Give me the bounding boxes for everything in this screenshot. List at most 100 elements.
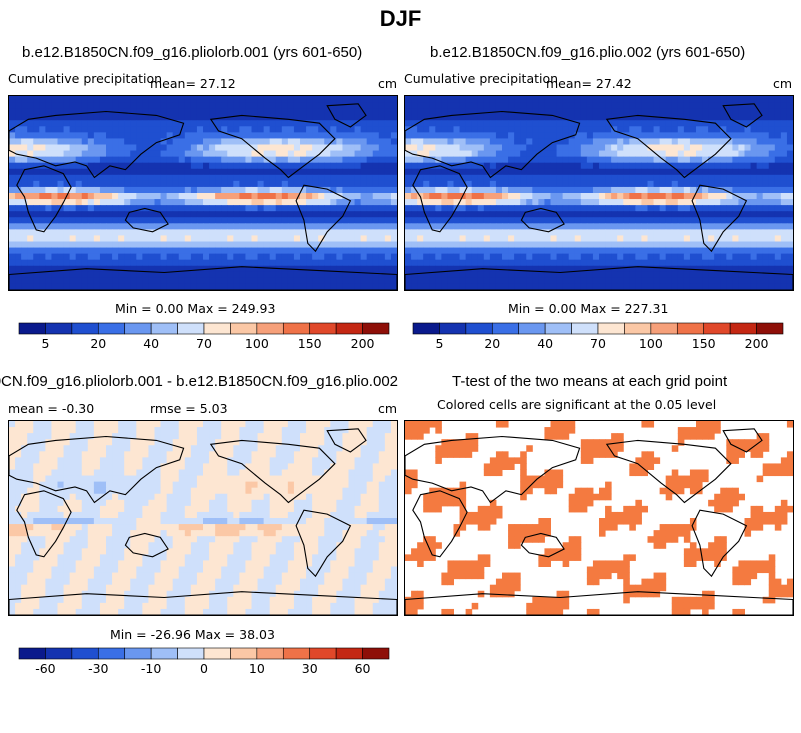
- map-cell: [172, 193, 180, 200]
- map-cell: [172, 475, 180, 483]
- map-cell: [453, 150, 461, 158]
- map-cell: [562, 283, 570, 290]
- map-cell: [354, 102, 362, 109]
- map-cell: [738, 108, 745, 115]
- map-cell: [378, 445, 386, 452]
- map-cell: [532, 108, 539, 115]
- map-cell: [251, 259, 259, 267]
- map-cell: [130, 114, 137, 121]
- map-cell: [184, 463, 192, 470]
- map-cell: [33, 199, 40, 206]
- map-cell: [148, 451, 155, 458]
- map-cell: [112, 102, 119, 109]
- map-cell: [471, 150, 479, 158]
- map-cell: [209, 277, 216, 285]
- map-cell: [190, 162, 198, 170]
- panel1-colorbar-tick: 150: [298, 336, 322, 351]
- map-cell: [221, 223, 228, 230]
- map-cell: [708, 150, 715, 158]
- map-cell: [99, 481, 107, 489]
- map-cell: [390, 463, 397, 470]
- map-cell: [417, 108, 424, 115]
- map-cell: [538, 193, 545, 200]
- map-cell: [306, 421, 313, 428]
- map-cell: [483, 138, 491, 145]
- map-cell: [714, 156, 721, 164]
- map-cell: [172, 180, 180, 188]
- map-cell: [756, 150, 764, 158]
- map-cell: [720, 180, 727, 188]
- map-cell: [245, 168, 252, 176]
- map-cell: [750, 138, 758, 145]
- map-cell: [281, 180, 289, 188]
- map-cell: [196, 469, 204, 477]
- map-cell: [683, 253, 691, 261]
- map-cell: [605, 120, 612, 127]
- map-cell: [514, 150, 521, 158]
- map-cell: [453, 271, 461, 279]
- map-cell: [57, 487, 65, 495]
- map-cell: [623, 186, 630, 194]
- map-cell: [342, 126, 349, 133]
- map-cell: [348, 211, 356, 218]
- map-cell: [629, 211, 636, 218]
- map-cell: [471, 186, 479, 194]
- map-cell: [93, 102, 101, 109]
- map-cell: [209, 241, 216, 249]
- map-cell: [514, 138, 521, 145]
- map-cell: [9, 421, 16, 428]
- map-cell: [623, 114, 630, 121]
- map-cell: [696, 223, 703, 230]
- map-cell: [324, 283, 331, 290]
- map-cell: [312, 487, 319, 495]
- map-cell: [605, 138, 612, 145]
- map-cell: [623, 102, 630, 109]
- map-cell: [312, 180, 319, 188]
- map-cell: [611, 265, 618, 273]
- map-cell: [378, 205, 386, 212]
- map-cell: [665, 223, 673, 230]
- map-cell: [93, 475, 101, 483]
- map-cell: [221, 493, 228, 501]
- map-cell: [508, 283, 515, 290]
- map-cell: [330, 259, 337, 267]
- map-cell: [580, 120, 588, 127]
- map-cell: [330, 421, 337, 428]
- map-cell: [453, 235, 461, 242]
- map-cell: [300, 132, 307, 139]
- map-cell: [471, 138, 479, 145]
- map-cell: [477, 193, 485, 200]
- map-cell: [780, 235, 788, 242]
- map-cell: [683, 229, 691, 236]
- map-cell: [203, 247, 210, 255]
- map-cell: [124, 126, 131, 133]
- map-cell: [15, 265, 22, 273]
- map-cell: [63, 144, 71, 152]
- map-cell: [378, 229, 386, 236]
- map-cell: [629, 162, 636, 170]
- map-cell: [659, 235, 667, 242]
- map-cell: [720, 205, 727, 212]
- map-cell: [178, 114, 186, 121]
- map-cell: [435, 138, 442, 145]
- map-cell: [696, 126, 703, 133]
- map-cell: [57, 138, 65, 145]
- map-cell: [33, 253, 40, 261]
- map-cell: [360, 211, 368, 218]
- map-cell: [605, 102, 612, 109]
- map-cell: [39, 126, 46, 133]
- map-cell: [51, 126, 58, 133]
- map-cell: [744, 259, 752, 267]
- map-cell: [514, 168, 521, 176]
- map-cell: [465, 144, 473, 152]
- map-cell: [166, 283, 174, 290]
- map-cell: [106, 217, 113, 224]
- map-cell: [112, 469, 119, 477]
- map-cell: [63, 156, 71, 164]
- map-cell: [196, 487, 204, 495]
- map-cell: [257, 253, 265, 261]
- map-cell: [423, 126, 430, 133]
- map-cell: [744, 108, 752, 115]
- map-cell: [580, 247, 588, 255]
- map-cell: [538, 186, 545, 194]
